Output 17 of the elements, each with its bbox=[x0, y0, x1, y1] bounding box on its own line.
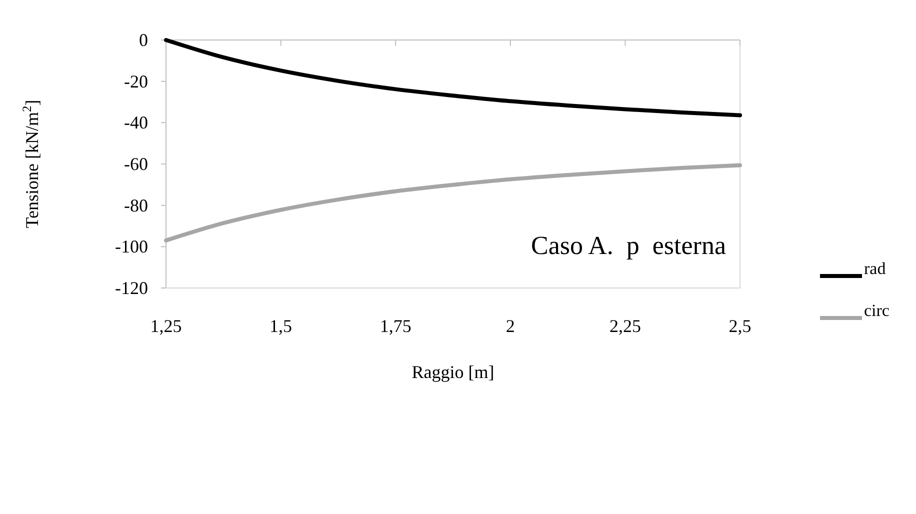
x-tick-label: 1,75 bbox=[380, 316, 412, 336]
x-tick-label: 2,5 bbox=[728, 316, 752, 336]
x-axis-title: Raggio [m] bbox=[412, 362, 494, 382]
y-tick-label: -60 bbox=[124, 154, 148, 174]
y-tick-label: -20 bbox=[124, 71, 148, 92]
legend-label: circ bbox=[864, 301, 890, 320]
x-tick-label: 1,5 bbox=[270, 316, 292, 336]
y-tick-label: -80 bbox=[124, 195, 148, 216]
y-tick-label: -100 bbox=[115, 236, 148, 257]
x-tick-label: 2 bbox=[506, 316, 515, 336]
x-tick-label: 1,25 bbox=[150, 316, 182, 336]
y-tick-label: -120 bbox=[115, 278, 148, 298]
x-tick-label: 2,25 bbox=[609, 316, 641, 336]
legend-label: rad bbox=[864, 259, 886, 278]
annotation: Caso A. p esterna bbox=[531, 231, 726, 260]
y-tick-label: -40 bbox=[124, 112, 148, 133]
y-tick-label: 0 bbox=[139, 30, 148, 50]
